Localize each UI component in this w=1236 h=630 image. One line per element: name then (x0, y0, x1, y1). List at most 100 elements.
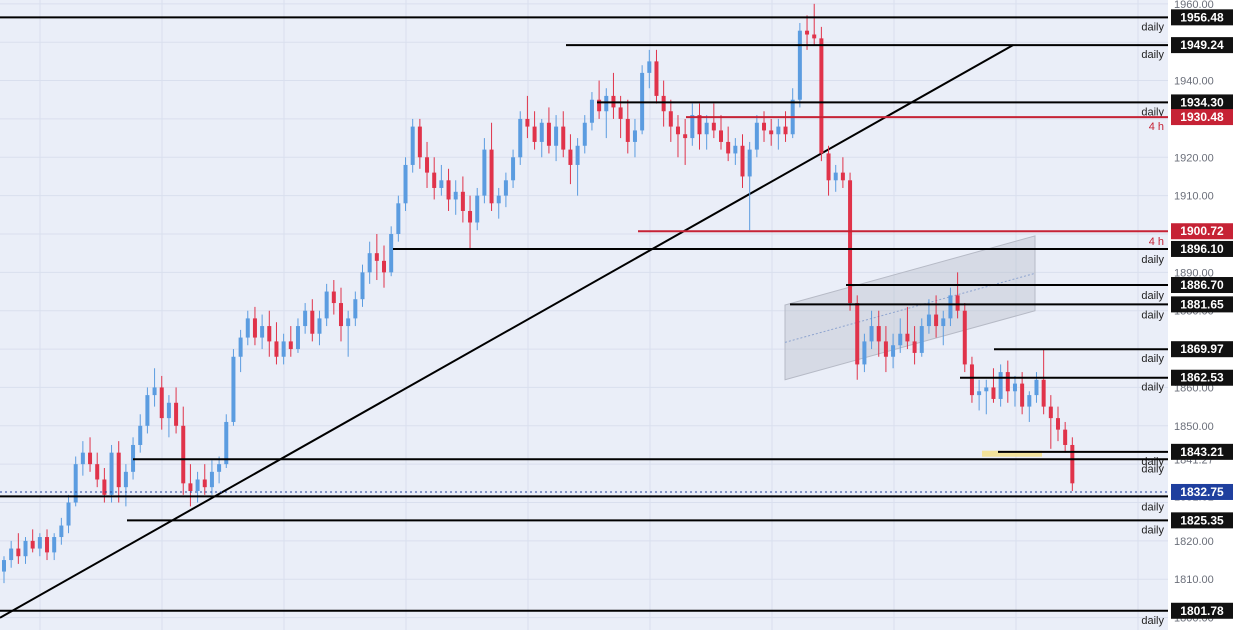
candle-body (52, 537, 57, 553)
candle-body (281, 341, 286, 357)
candle-body (754, 122, 759, 150)
level-badge-value: 1825.35 (1180, 513, 1224, 527)
y-tick-label: 1920.00 (1174, 152, 1214, 164)
level-badge (1171, 109, 1233, 126)
candle-body (231, 356, 236, 422)
level-badge (1171, 341, 1233, 358)
candle-body (625, 118, 630, 142)
candle-body (109, 452, 114, 495)
candle-body (30, 540, 35, 549)
candle-body (561, 126, 566, 150)
level-badge-value: 1934.30 (1180, 95, 1224, 109)
trendline (0, 44, 1014, 619)
y-tick-label: 1810.00 (1174, 574, 1214, 586)
candle-body (934, 314, 939, 327)
candle-body (16, 548, 21, 557)
candle-body (145, 395, 150, 426)
level-tag: daily (1141, 106, 1164, 118)
candle-body (59, 525, 64, 538)
candle-body (941, 318, 946, 327)
candle-body (252, 318, 257, 338)
candle-body (589, 99, 594, 123)
level-tag: 4 h (1149, 236, 1164, 248)
candle-body (998, 372, 1003, 399)
candle-body (855, 303, 860, 365)
candle-body (37, 537, 42, 549)
candle-body (410, 126, 415, 165)
level-tag: daily (1141, 49, 1164, 61)
level-badge-value: 1886.70 (1180, 278, 1224, 292)
candle-body (324, 291, 329, 319)
level-badge (1171, 37, 1233, 54)
level-badge-value: 1900.72 (1180, 224, 1224, 238)
candle-body (704, 122, 709, 135)
candle-body (697, 115, 702, 135)
level-badge (1171, 296, 1233, 313)
level-tag: 4 h (1149, 121, 1164, 133)
candle-body (532, 126, 537, 142)
candle-body (840, 172, 845, 181)
candle-body (116, 452, 121, 488)
candle-body (926, 314, 931, 327)
level-badge (1171, 512, 1233, 529)
candle-body (869, 326, 874, 342)
candle-body (95, 464, 100, 480)
level-tag: daily (1141, 309, 1164, 321)
candle-body (747, 149, 752, 177)
candle-body (575, 145, 580, 165)
candle-body (719, 130, 723, 142)
y-tick-label: 1890.00 (1174, 267, 1214, 279)
level-badge-value: 1862.53 (1180, 371, 1224, 385)
candle-body (331, 291, 336, 304)
candle-body (1034, 379, 1039, 396)
y-tick-label: 1940.00 (1174, 76, 1214, 88)
level-badge (1171, 9, 1233, 26)
candle-body (310, 310, 315, 334)
candle-body (898, 333, 903, 346)
candle-body (123, 471, 128, 488)
level-badge-value: 1949.24 (1180, 38, 1224, 52)
candle-body (905, 333, 910, 342)
candle-body (1048, 406, 1053, 419)
plot-background (0, 0, 1168, 630)
level-tag: daily (1141, 353, 1164, 365)
grid-lines (0, 0, 1168, 630)
candle-body (955, 295, 960, 311)
candle-body (489, 149, 494, 204)
candle-body (604, 95, 609, 112)
candle-body (174, 402, 179, 426)
candle-body (833, 172, 838, 181)
candle-body (632, 130, 637, 142)
candle-body (948, 295, 953, 319)
candle-body (848, 180, 853, 304)
candle-body (425, 157, 430, 173)
candle-body (826, 153, 831, 181)
level-tag: daily (1141, 463, 1164, 475)
candle-body (891, 345, 896, 357)
candle-body (202, 479, 207, 488)
candle-body (661, 95, 666, 112)
y-tick-label: 1910.00 (1174, 191, 1214, 203)
candle-body (740, 145, 745, 177)
candle-body (446, 180, 451, 200)
level-badge (1171, 223, 1233, 240)
candle-body (675, 126, 680, 135)
candle-body (346, 318, 351, 327)
level-tag: daily (1141, 290, 1164, 302)
candle-body (733, 145, 738, 154)
candle-body (417, 126, 422, 158)
y-tick-label: 1960.00 (1174, 0, 1214, 11)
candle-body (267, 326, 272, 342)
candle-body (66, 502, 71, 526)
candle-body (812, 34, 817, 39)
level-tag: daily (1141, 501, 1164, 513)
candle-body (511, 157, 516, 181)
candle-body (360, 272, 365, 300)
level-badge (1171, 94, 1233, 111)
drawing-overlays (0, 44, 1042, 619)
candle-body (195, 479, 200, 492)
level-badge-value: 1869.97 (1180, 342, 1224, 356)
candle-body (382, 260, 387, 273)
candle-body (338, 303, 343, 327)
